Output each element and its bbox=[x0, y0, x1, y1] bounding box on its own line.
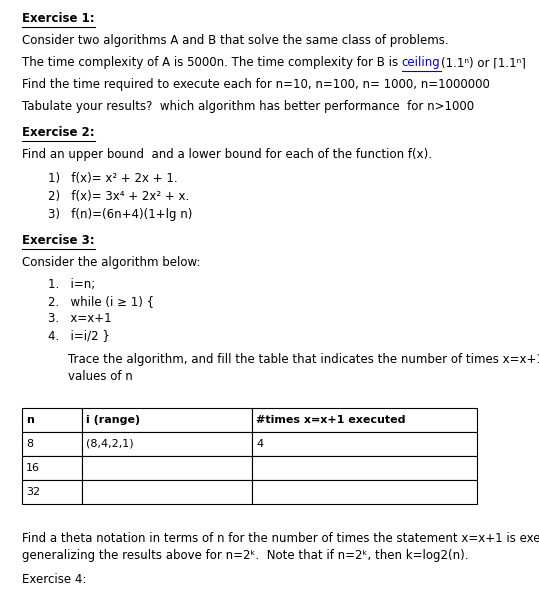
Text: 32: 32 bbox=[26, 487, 40, 497]
Text: (1.1ⁿ) or ⌈1.1ⁿ⌉: (1.1ⁿ) or ⌈1.1ⁿ⌉ bbox=[440, 56, 526, 69]
Text: Exercise 3:: Exercise 3: bbox=[22, 234, 95, 247]
Bar bbox=[22, 432, 82, 456]
Text: 8: 8 bbox=[26, 439, 33, 449]
Text: 2)   f(x)= 3x⁴ + 2x² + x.: 2) f(x)= 3x⁴ + 2x² + x. bbox=[48, 190, 189, 203]
Bar bbox=[252, 480, 477, 504]
Text: 4: 4 bbox=[256, 439, 263, 449]
Bar bbox=[82, 456, 252, 480]
Text: 3)   f(n)=(6n+4)(1+lg n): 3) f(n)=(6n+4)(1+lg n) bbox=[48, 208, 192, 221]
Text: 3.   x=x+1: 3. x=x+1 bbox=[48, 312, 112, 325]
Text: Find a theta notation in terms of n for the number of times the statement x=x+1 : Find a theta notation in terms of n for … bbox=[22, 532, 539, 545]
Bar bbox=[82, 408, 252, 432]
Text: #times x=x+1 executed: #times x=x+1 executed bbox=[256, 415, 405, 425]
Text: (8,4,2,1): (8,4,2,1) bbox=[86, 439, 134, 449]
Text: n: n bbox=[26, 415, 34, 425]
Bar bbox=[252, 408, 477, 432]
Text: Trace the algorithm, and fill the table that indicates the number of times x=x+1: Trace the algorithm, and fill the table … bbox=[68, 353, 539, 366]
Text: 4.   i=i/2 }: 4. i=i/2 } bbox=[48, 329, 110, 342]
Text: 2.   while (i ≥ 1) {: 2. while (i ≥ 1) { bbox=[48, 295, 154, 308]
Text: Consider two algorithms A and B that solve the same class of problems.: Consider two algorithms A and B that sol… bbox=[22, 34, 448, 47]
Bar bbox=[82, 432, 252, 456]
Bar bbox=[22, 480, 82, 504]
Text: Exercise 1:: Exercise 1: bbox=[22, 12, 95, 25]
Bar bbox=[22, 408, 82, 432]
Text: 16: 16 bbox=[26, 463, 40, 473]
Text: ceiling: ceiling bbox=[402, 56, 440, 69]
Text: Exercise 2:: Exercise 2: bbox=[22, 126, 95, 139]
Text: Tabulate your results?  which algorithm has better performance  for n>1000: Tabulate your results? which algorithm h… bbox=[22, 100, 474, 113]
Bar bbox=[252, 456, 477, 480]
Bar bbox=[82, 480, 252, 504]
Text: Find an upper bound  and a lower bound for each of the function f(x).: Find an upper bound and a lower bound fo… bbox=[22, 148, 432, 161]
Text: values of n: values of n bbox=[68, 370, 133, 383]
Bar bbox=[252, 432, 477, 456]
Text: i (range): i (range) bbox=[86, 415, 140, 425]
Text: generalizing the results above for n=2ᵏ.  Note that if n=2ᵏ, then k=log2(n).: generalizing the results above for n=2ᵏ.… bbox=[22, 549, 468, 562]
Bar bbox=[22, 456, 82, 480]
Text: 1)   f(x)= x² + 2x + 1.: 1) f(x)= x² + 2x + 1. bbox=[48, 172, 178, 185]
Text: Consider the algorithm below:: Consider the algorithm below: bbox=[22, 256, 201, 269]
Text: Find the time required to execute each for n=10, n=100, n= 1000, n=1000000: Find the time required to execute each f… bbox=[22, 78, 490, 91]
Text: The time complexity of A is 5000n. The time complexity for B is: The time complexity of A is 5000n. The t… bbox=[22, 56, 402, 69]
Text: Exercise 4:: Exercise 4: bbox=[22, 573, 86, 586]
Text: 1.   i=n;: 1. i=n; bbox=[48, 278, 95, 291]
